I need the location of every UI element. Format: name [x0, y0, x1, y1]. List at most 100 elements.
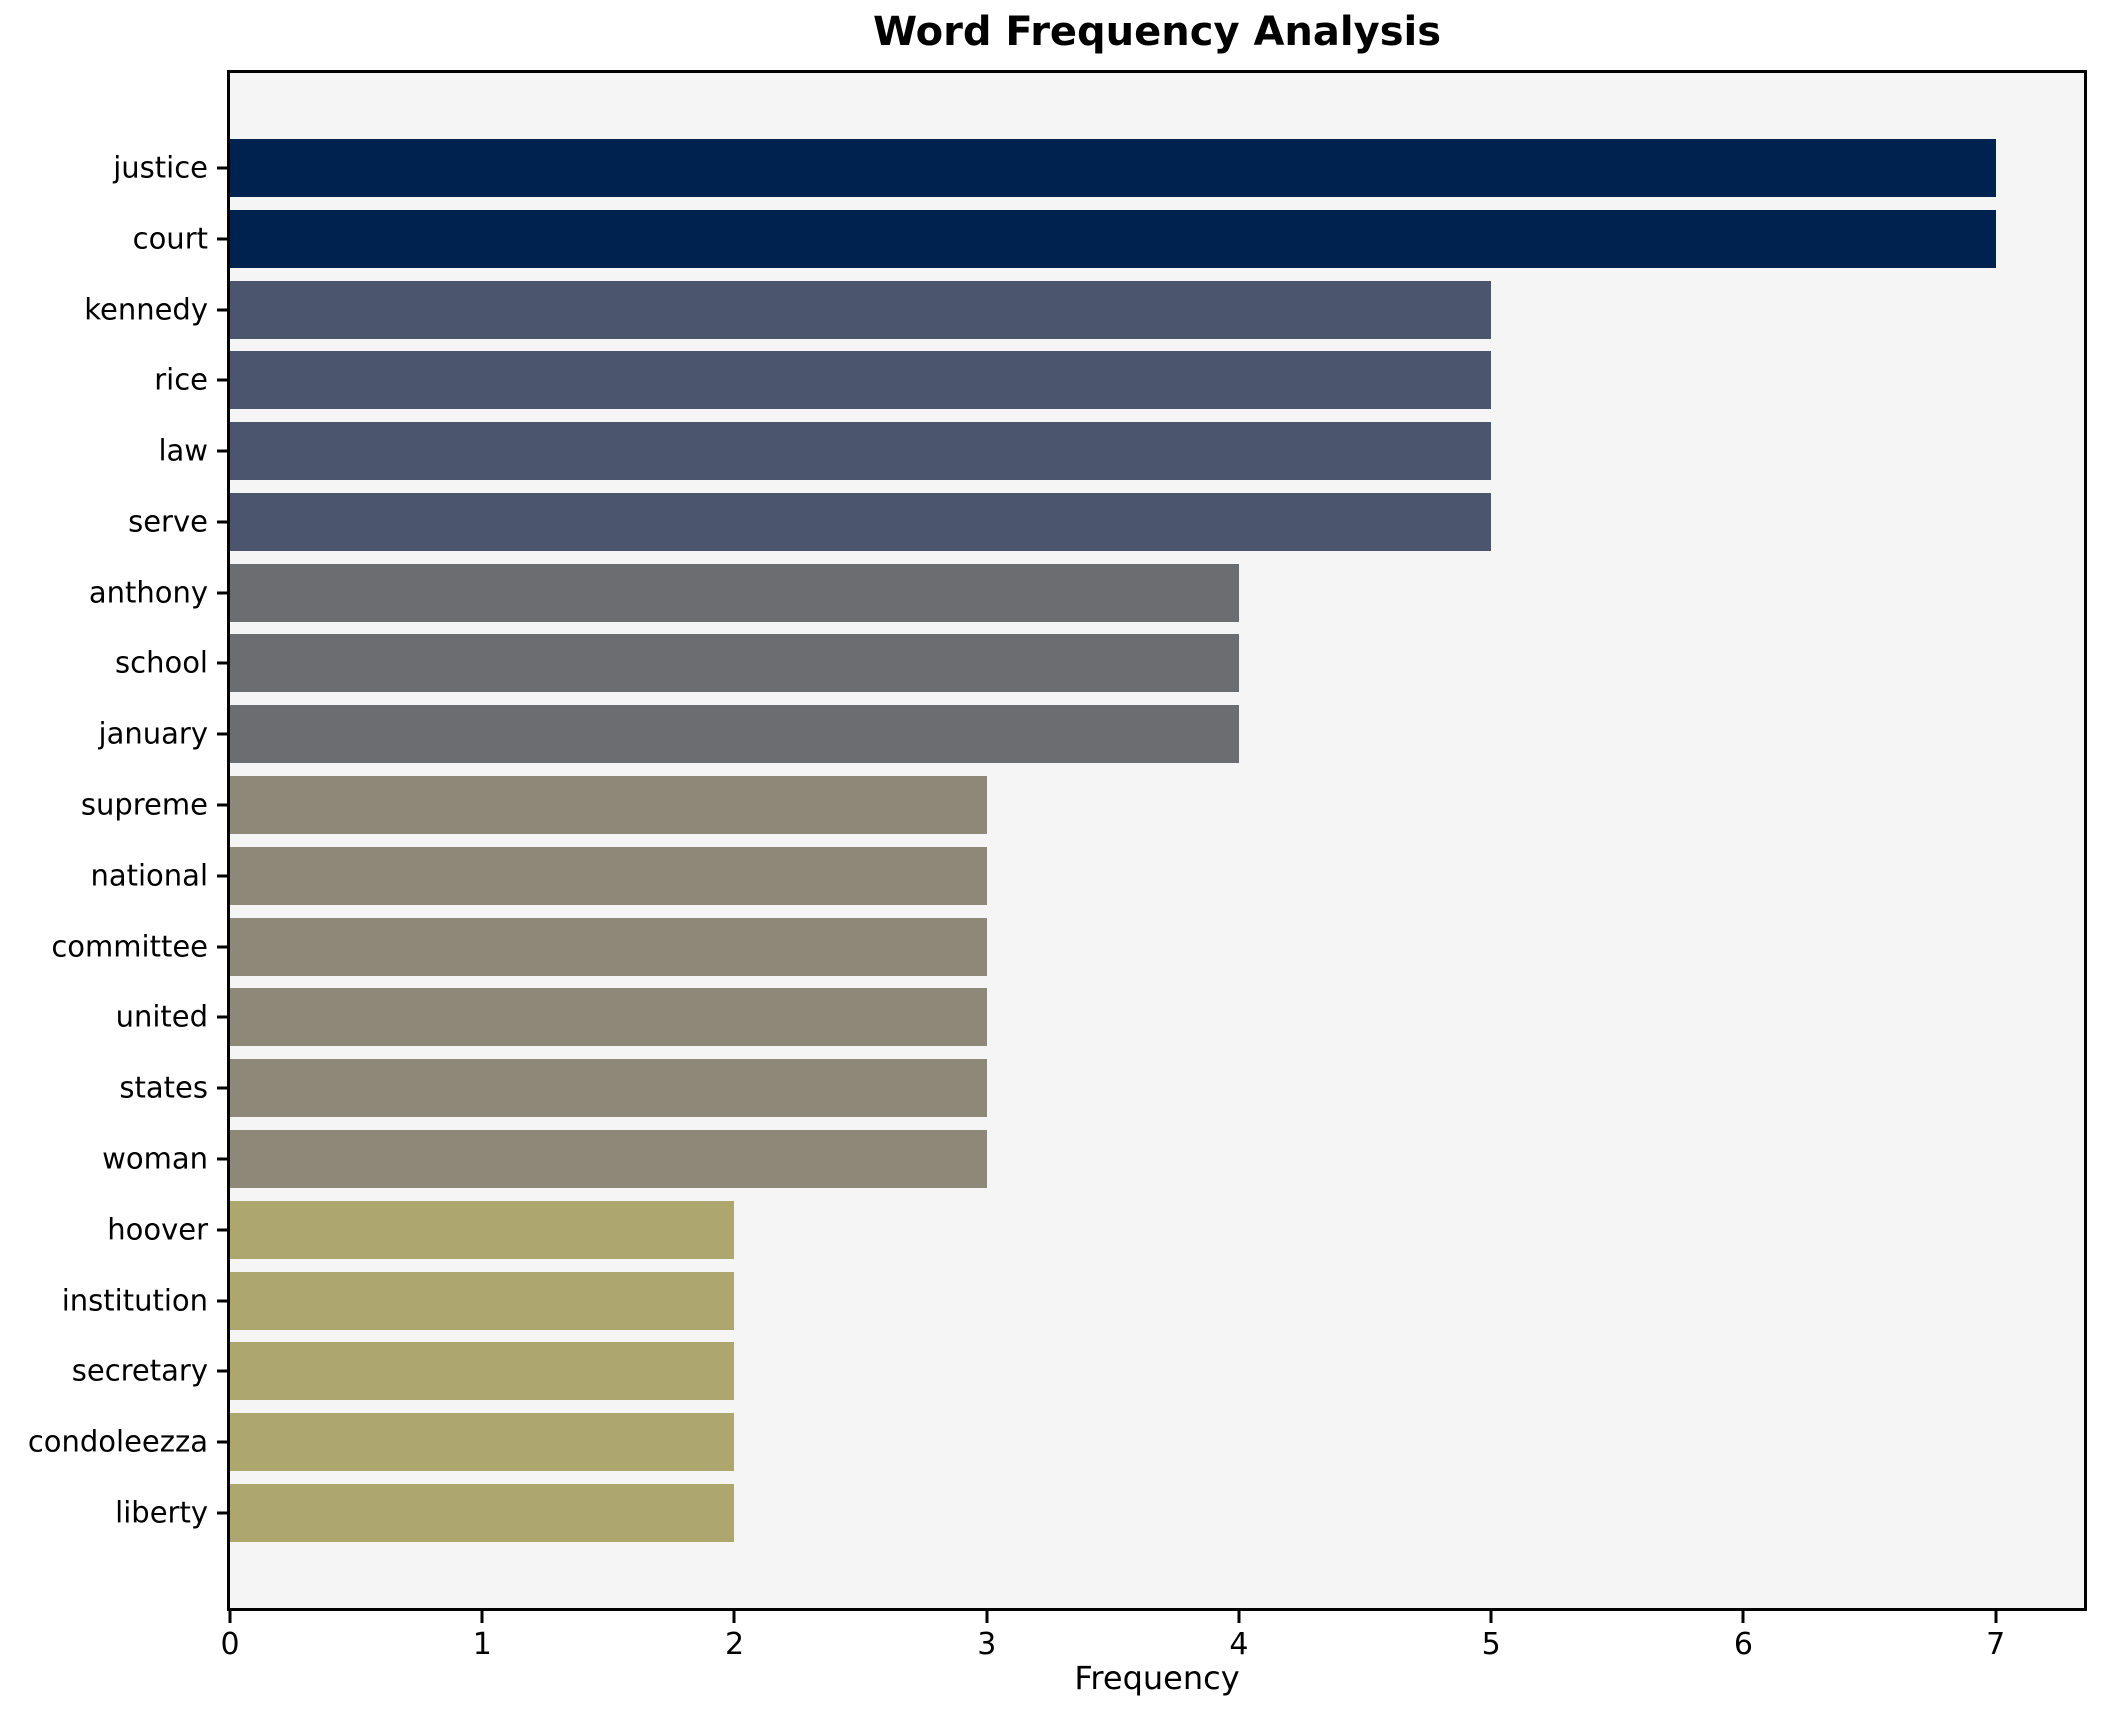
y-tick-label: court: [132, 221, 208, 256]
bar: [230, 422, 1492, 481]
bar: [230, 492, 1492, 551]
bar-row: supreme: [81, 776, 2084, 835]
bar-row: justice: [113, 139, 2084, 197]
x-axis-label: Frequency: [1074, 1659, 1240, 1697]
x-tick: [1741, 1611, 1745, 1623]
y-tick: [217, 449, 227, 453]
y-tick-label: anthony: [88, 575, 208, 610]
x-tick: [1237, 1611, 1241, 1623]
chart-title: Word Frequency Analysis: [872, 9, 1442, 55]
bar-row: liberty: [115, 1483, 2084, 1542]
x-tick-label: 4: [1229, 1627, 1249, 1662]
bar: [230, 776, 987, 835]
x-tick: [732, 1611, 736, 1623]
bar: [230, 1413, 735, 1472]
y-tick: [217, 803, 227, 807]
y-tick: [217, 520, 227, 524]
bar-row: secretary: [72, 1342, 2084, 1401]
y-tick: [217, 661, 227, 665]
plot-area: justice court kennedy rice law serve anthony sc…: [28, 70, 2087, 1660]
x-tick-label: 3: [977, 1627, 997, 1662]
bar-row: school: [115, 634, 2084, 693]
x-tick: [1994, 1611, 1998, 1623]
y-tick: [217, 166, 227, 170]
x-tick: [985, 1611, 989, 1623]
y-tick-label: liberty: [115, 1495, 208, 1530]
y-tick-label: kennedy: [84, 292, 208, 327]
bar: [230, 705, 1239, 764]
y-tick: [217, 1228, 227, 1232]
y-tick: [217, 1511, 227, 1515]
bar: [230, 1271, 735, 1330]
y-tick-label: committee: [51, 929, 208, 964]
bar: [230, 139, 1996, 197]
bar-row: condoleezza: [28, 1413, 2084, 1472]
y-tick-label: woman: [102, 1141, 208, 1176]
bar: [230, 1200, 735, 1259]
x-tick-label: 7: [1986, 1627, 2006, 1662]
y-tick-label: law: [158, 433, 208, 468]
y-tick: [217, 1086, 227, 1090]
y-tick: [217, 1440, 227, 1444]
bar-row: kennedy: [84, 280, 2084, 339]
bar-row: january: [99, 705, 2084, 764]
bar-row: united: [116, 988, 2084, 1047]
y-tick-label: rice: [154, 362, 208, 397]
y-tick-label: school: [115, 645, 208, 680]
y-tick: [217, 591, 227, 595]
bar: [230, 846, 987, 905]
bar: [230, 1483, 735, 1542]
bar-row: court: [133, 209, 2084, 268]
bar-row: institution: [62, 1271, 2084, 1330]
y-tick: [217, 378, 227, 382]
bar: [230, 917, 987, 976]
y-tick-label: january: [98, 716, 208, 751]
bar: [230, 209, 1996, 268]
y-tick: [217, 945, 227, 949]
x-tick-label: 5: [1481, 1627, 1501, 1662]
y-tick-label: united: [115, 999, 208, 1034]
bar-row: anthony: [89, 563, 2084, 622]
bar-row: hoover: [107, 1200, 2084, 1259]
y-tick: [217, 732, 227, 736]
y-tick-label: condoleezza: [27, 1424, 208, 1459]
x-tick-label: 0: [220, 1627, 240, 1662]
x-tick: [480, 1611, 484, 1623]
bar: [230, 1129, 987, 1188]
y-tick: [217, 1369, 227, 1373]
y-tick-label: national: [90, 858, 208, 893]
x-tick-label: 1: [472, 1627, 492, 1662]
y-tick: [217, 1157, 227, 1161]
y-tick: [217, 308, 227, 312]
x-tick-label: 6: [1733, 1627, 1754, 1662]
bar: [230, 988, 987, 1047]
bar-row: woman: [102, 1129, 2084, 1188]
x-tick: [228, 1611, 232, 1623]
bar: [230, 634, 1239, 693]
y-tick-label: institution: [61, 1283, 208, 1317]
bar-row: serve: [128, 492, 2084, 551]
y-tick-label: secretary: [71, 1353, 208, 1388]
y-tick: [217, 237, 227, 241]
y-tick-label: hoover: [107, 1212, 208, 1247]
bar: [230, 1342, 735, 1401]
y-tick-label: supreme: [80, 787, 208, 822]
bar: [230, 280, 1492, 339]
bar-row: law: [158, 422, 2084, 481]
y-tick: [217, 874, 227, 878]
bar-rows-container: justice court kennedy rice law serve anthony sc…: [28, 73, 2084, 1608]
y-tick-label: states: [119, 1070, 208, 1105]
x-tick: [1489, 1611, 1493, 1623]
y-tick-label: serve: [128, 504, 208, 539]
y-tick-label: justice: [113, 150, 208, 185]
bar: [230, 563, 1239, 622]
bar-row: committee: [51, 917, 2084, 976]
y-tick: [217, 1299, 227, 1302]
bar-row: national: [90, 846, 2084, 905]
bar-row: rice: [154, 351, 2084, 410]
bar: [230, 351, 1492, 410]
bar: [230, 1059, 987, 1118]
bar-row: states: [119, 1059, 2084, 1118]
y-tick: [217, 1015, 227, 1019]
